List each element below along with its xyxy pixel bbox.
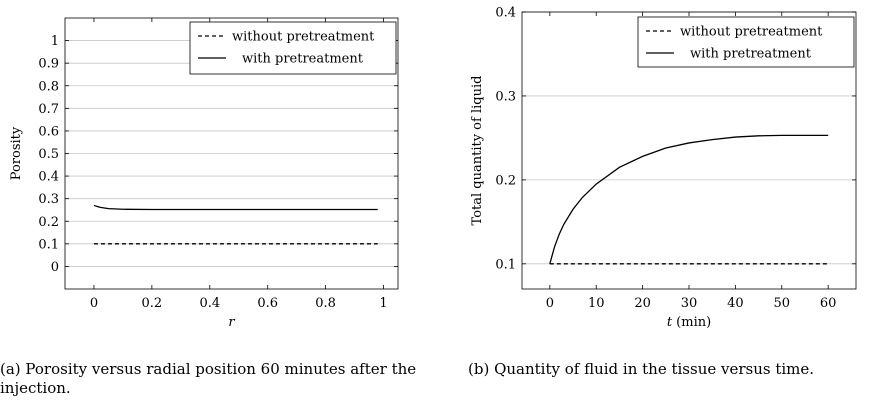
chart-b-xtick-label: 10 (588, 296, 605, 311)
chart-a-xtick-label: 0.2 (142, 296, 163, 311)
chart-a-legend-box (189, 21, 397, 75)
chart-a-ytick-label: 0.2 (38, 215, 59, 230)
chart-b-xtick-label: 50 (774, 296, 791, 311)
chart-b-xlabel: t (min) (667, 315, 711, 330)
chart-b-legend-label: without pretreatment (680, 25, 823, 40)
chart-a-ytick-label: 0.7 (38, 102, 59, 117)
chart-a-ytick-label: 0.6 (38, 124, 59, 139)
caption-a: (a) Porosity versus radial position 60 m… (0, 360, 417, 397)
chart-a-xtick-label: 0.8 (315, 296, 336, 311)
chart-b-xtick-label: 0 (546, 296, 554, 311)
chart-b-ylabel: Total quantity of liquid (470, 76, 485, 226)
chart-a-ytick-label: 0.9 (38, 57, 59, 72)
chart-b-xtick-label: 40 (727, 296, 744, 311)
chart-a-ytick-label: 0.3 (38, 192, 59, 207)
chart-a-xtick-label: 0 (90, 296, 98, 311)
chart-a-xlabel: r (228, 315, 235, 330)
chart-a-ytick-label: 1 (51, 34, 59, 49)
chart-b-legend-label: with pretreatment (690, 47, 812, 62)
chart-a-legend-label: with pretreatment (242, 52, 364, 67)
chart-b-ytick-label: 0.2 (495, 173, 516, 188)
chart-a-legend-label: without pretreatment (232, 30, 375, 45)
chart-a-ytick-label: 0 (51, 260, 59, 275)
chart-a-xtick-label: 0.6 (257, 296, 278, 311)
chart-b-ytick-label: 0.4 (495, 6, 516, 21)
chart-b-series-with-pretreatment (549, 134, 829, 264)
chart-b-ytick-label: 0.3 (495, 89, 516, 104)
chart-a-ytick-label: 0.4 (38, 170, 59, 185)
chart-a-ylabel: Porosity (9, 126, 24, 180)
chart-a-ytick-label: 0.5 (38, 147, 59, 162)
caption-b: (b) Quantity of fluid in the tissue vers… (468, 360, 815, 378)
chart-a-xtick-label: 1 (379, 296, 387, 311)
chart-a-ytick-label: 0.1 (38, 237, 59, 252)
chart-b-xtick-label: 20 (634, 296, 651, 311)
chart-a-ytick-label: 0.8 (38, 79, 59, 94)
chart-b-legend-box (637, 16, 855, 68)
chart-a-series-with-pretreatment (93, 204, 378, 211)
chart-b-xtick-label: 60 (820, 296, 837, 311)
chart-a-xtick-label: 0.4 (199, 296, 220, 311)
chart-b-ytick-label: 0.1 (495, 257, 516, 272)
chart-b-xtick-label: 30 (681, 296, 698, 311)
